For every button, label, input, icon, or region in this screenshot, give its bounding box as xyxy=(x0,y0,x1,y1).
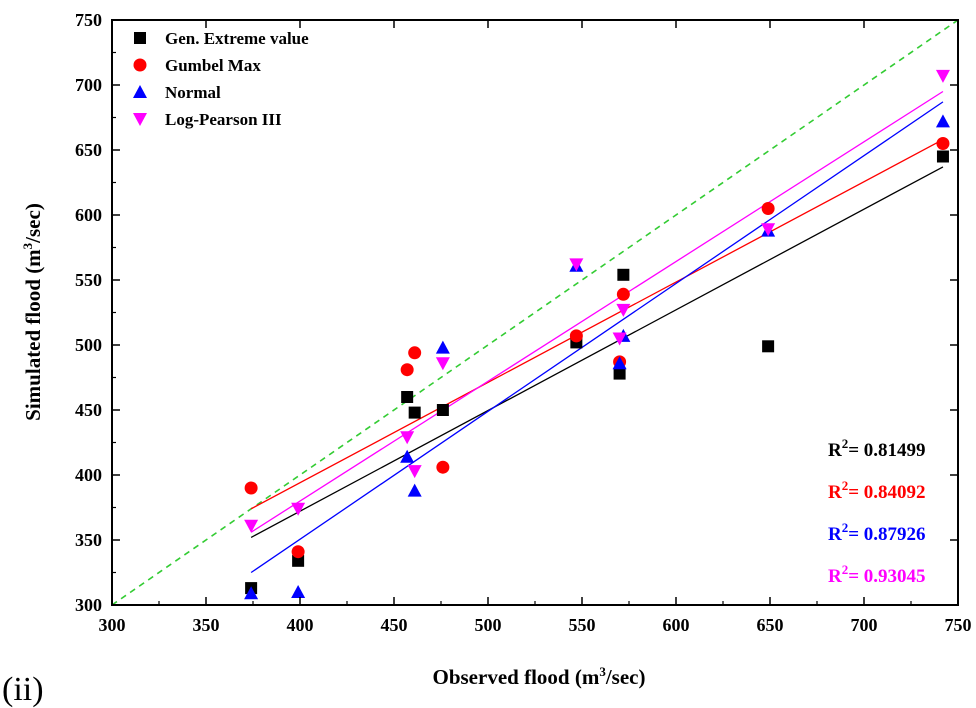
marker-series-2-point-6 xyxy=(612,356,627,370)
one-to-one-reference-line xyxy=(111,19,959,606)
marker-series-1-point-2 xyxy=(400,363,414,377)
y-tick-label-4: 500 xyxy=(75,335,102,355)
marker-series-3-point-2 xyxy=(400,431,415,445)
marker-series-0-point-6 xyxy=(613,367,626,380)
marker-series-3-point-0 xyxy=(244,519,259,533)
panel-label: (ii) xyxy=(2,671,44,708)
y-tick-label-0: 300 xyxy=(75,595,102,615)
x-tick-label-8: 700 xyxy=(851,615,878,635)
marker-series-0-point-2 xyxy=(401,391,414,403)
marker-series-2-point-3 xyxy=(407,483,422,497)
marker-series-0-point-1 xyxy=(292,554,305,567)
marker-series-1-point-9 xyxy=(936,137,950,150)
marker-series-3-point-5 xyxy=(569,258,584,272)
marker-series-1-point-4 xyxy=(436,460,450,474)
x-tick-label-2: 400 xyxy=(287,615,314,635)
r2-label-3: R2= 0.93045 xyxy=(828,562,926,587)
fit-line-3 xyxy=(250,90,944,533)
y-tick-label-7: 650 xyxy=(75,140,102,160)
marker-series-3-point-3 xyxy=(407,465,422,479)
data-markers xyxy=(244,69,950,600)
legend-label-2: Normal xyxy=(165,83,221,102)
marker-series-1-point-7 xyxy=(616,287,630,301)
marker-series-2-point-0 xyxy=(244,586,259,600)
marker-series-2-point-9 xyxy=(935,114,950,128)
x-tick-label-5: 550 xyxy=(569,615,596,635)
marker-series-3-point-4 xyxy=(435,357,450,371)
marker-series-0-point-3 xyxy=(408,406,421,419)
fit-line-1 xyxy=(250,139,944,510)
r2-label-2: R2= 0.87926 xyxy=(828,520,926,545)
marker-series-3-point-6 xyxy=(612,332,627,346)
legend-label-1: Gumbel Max xyxy=(165,56,261,75)
marker-series-3-point-1 xyxy=(291,502,306,516)
x-tick-label-9: 750 xyxy=(945,615,972,635)
legend-marker-0 xyxy=(134,32,146,44)
marker-series-0-point-9 xyxy=(936,150,949,163)
x-tick-label-6: 600 xyxy=(663,615,690,635)
y-tick-label-2: 400 xyxy=(75,465,102,485)
marker-series-0-point-4 xyxy=(436,404,449,416)
legend: Gen. Extreme value Gumbel Max Normal Log-Pe… xyxy=(133,29,309,129)
x-tick-label-0: 300 xyxy=(99,615,126,635)
marker-series-3-point-7 xyxy=(616,303,631,317)
r2-labels: R2= 0.81499 R2= 0.84092 R2= 0.87926 R2= 0.9… xyxy=(828,436,926,587)
x-tick-label-1: 350 xyxy=(193,615,220,635)
y-axis-title: Simulated flood (m3/sec) xyxy=(20,203,45,421)
y-tick-label-9: 750 xyxy=(75,10,102,30)
marker-series-0-point-8 xyxy=(762,340,775,353)
y-tick-label-5: 550 xyxy=(75,270,102,290)
fit-line-2 xyxy=(250,101,944,574)
marker-series-2-point-1 xyxy=(291,585,306,598)
axes: 300 350 400 450 500 550 600 650 700 750 300 350 400 4… xyxy=(75,10,972,635)
legend-marker-1 xyxy=(133,58,147,72)
marker-series-0-point-7 xyxy=(617,268,630,281)
legend-marker-2 xyxy=(133,85,147,98)
legend-label-3: Log-Pearson III xyxy=(165,110,282,129)
marker-series-1-point-3 xyxy=(408,346,422,360)
r2-label-0: R2= 0.81499 xyxy=(828,436,926,461)
legend-marker-3 xyxy=(133,113,147,126)
marker-series-3-point-9 xyxy=(935,69,950,83)
r2-label-1: R2= 0.84092 xyxy=(828,478,926,503)
marker-series-1-point-5 xyxy=(569,329,583,343)
plot-area xyxy=(111,19,959,606)
x-tick-label-7: 650 xyxy=(757,615,784,635)
marker-series-1-point-8 xyxy=(761,202,775,215)
x-axis-title: Observed flood (m3/sec) xyxy=(433,664,646,689)
fit-line-0 xyxy=(250,166,944,538)
marker-series-3-point-8 xyxy=(761,223,776,237)
marker-series-2-point-4 xyxy=(435,340,450,354)
marker-series-2-point-2 xyxy=(400,449,415,463)
fit-lines xyxy=(250,90,944,574)
marker-series-1-point-1 xyxy=(291,545,305,559)
marker-series-1-point-0 xyxy=(244,481,258,495)
y-tick-label-1: 350 xyxy=(75,530,102,550)
legend-label-0: Gen. Extreme value xyxy=(165,29,309,48)
y-tick-label-3: 450 xyxy=(75,400,102,420)
y-tick-label-6: 600 xyxy=(75,205,102,225)
x-tick-label-4: 500 xyxy=(475,615,502,635)
x-tick-label-3: 450 xyxy=(381,615,408,635)
y-tick-label-8: 700 xyxy=(75,75,102,95)
